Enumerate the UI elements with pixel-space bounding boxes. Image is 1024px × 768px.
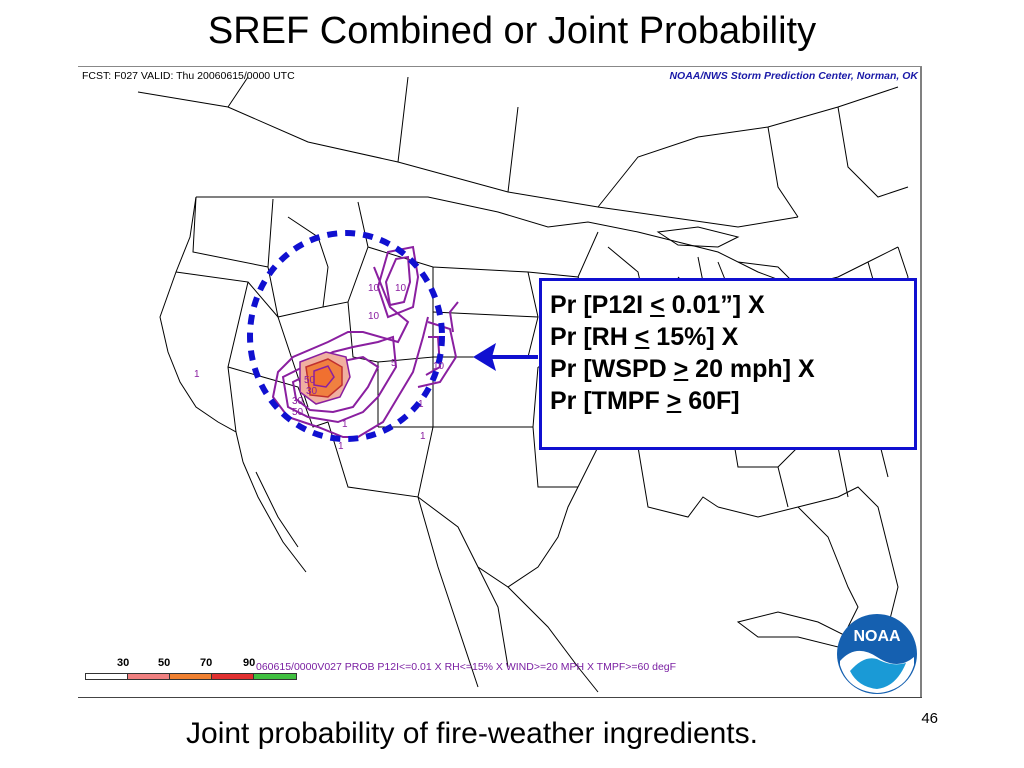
contour-label: 30	[306, 386, 318, 397]
logo-text: NOAA	[853, 628, 901, 645]
contour-label: 1	[342, 419, 348, 430]
ingredient-line: Pr [P12I < 0.01”] X	[550, 291, 765, 319]
highlight-ring	[247, 230, 445, 442]
contour-label: 10	[368, 311, 380, 322]
legend-tick: 70	[200, 657, 213, 669]
forecast-valid-label: FCST: F027 VALID: Thu 20060615/0000 UTC	[82, 70, 295, 82]
slide-title: SREF Combined or Joint Probability	[207, 10, 817, 52]
legend-swatch	[127, 673, 170, 680]
contour-label: 1	[418, 399, 424, 410]
ingredient-line: Pr [RH < 15%] X	[550, 323, 739, 351]
contour-label: 10	[433, 361, 445, 372]
noaa-logo: NOAA	[837, 614, 917, 694]
ingredient-line: Pr [TMPF > 60F]	[550, 387, 740, 415]
contour-label: 10	[368, 283, 380, 294]
ingredient-formula-box: Pr [P12I < 0.01”] X Pr [RH < 15%] X Pr […	[539, 278, 917, 450]
legend-tick: 50	[158, 657, 171, 669]
contour-label: 50	[292, 407, 304, 418]
legend-swatch	[211, 673, 254, 680]
state-boundaries	[137, 76, 909, 693]
ingredient-line: Pr [WSPD > 20 mph] X	[550, 355, 815, 383]
contour-label: 50	[304, 375, 316, 386]
legend-tick: 30	[117, 657, 130, 669]
source-center-label: NOAA/NWS Storm Prediction Center, Norman…	[669, 70, 918, 82]
legend-description: 060615/0000V027 PROB P12I<=0.01 X RH<=15…	[256, 661, 677, 673]
slide-caption: Joint probability of fire-weather ingred…	[186, 717, 758, 750]
map-graphic: 10 10 10 5 10 30 50 50 30 1 1 1 1 1	[137, 67, 922, 697]
legend-swatch	[169, 673, 212, 680]
contour-label: 30	[292, 396, 304, 407]
probability-fill	[299, 351, 351, 405]
probability-contours	[271, 245, 459, 438]
contour-label: 10	[395, 283, 407, 294]
contour-label: 5	[391, 358, 397, 369]
contour-label: 1	[194, 369, 200, 380]
contour-label: 1	[338, 441, 344, 452]
contour-label: 1	[420, 431, 426, 442]
page-number: 46	[921, 710, 938, 727]
legend-swatch	[253, 673, 297, 680]
pointer-arrow	[473, 343, 538, 371]
legend-tick: 90	[243, 657, 256, 669]
contour-label-layer: 10 10 10 5 10 30 50 50 30 1 1 1 1 1	[194, 283, 445, 452]
legend-swatch	[85, 673, 128, 680]
